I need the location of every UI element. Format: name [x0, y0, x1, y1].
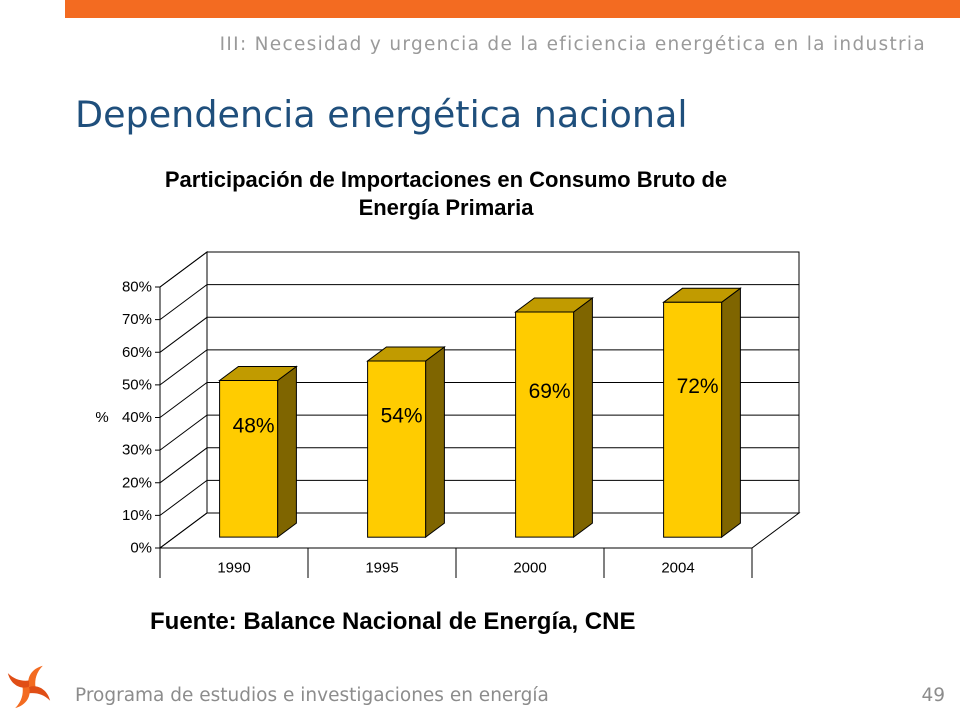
gridline [159, 512, 799, 549]
bar [663, 301, 723, 538]
y-tick-label: 50% [122, 376, 152, 393]
gridline [159, 349, 799, 386]
x-tick-label: 1995 [365, 560, 398, 577]
y-tick-label: 30% [122, 442, 152, 459]
gridline [159, 284, 799, 321]
bar-1990: 48% [218, 365, 298, 539]
data-label: 72% [677, 375, 719, 398]
bar-side-face [721, 287, 741, 539]
gridline [159, 414, 799, 451]
y-axis-title: % [95, 409, 108, 426]
x-axis: 1990 1995 2000 2004 [159, 547, 753, 578]
bar [515, 311, 575, 538]
top-accent-bar [65, 0, 960, 18]
x-tick-label: 2004 [661, 560, 694, 577]
section-header: III: Necesidad y urgencia de la eficienc… [219, 34, 926, 55]
page-number: 49 [921, 685, 945, 706]
y-tick-label: 0% [130, 540, 152, 557]
footer-program: Programa de estudios e investigaciones e… [75, 685, 549, 706]
gridline [159, 382, 799, 418]
y-tick-label: 70% [122, 311, 152, 328]
logo-blade [15, 686, 30, 709]
gridlines [159, 251, 799, 549]
data-label: 69% [529, 380, 571, 403]
bar-side-face [277, 365, 297, 539]
y-tick-label: 80% [122, 279, 152, 296]
logo-blade [29, 686, 51, 701]
bar-side-face [573, 297, 593, 539]
bars: 48% 54% 69% 72% [218, 287, 742, 539]
gridline [159, 479, 799, 516]
gridline [159, 447, 799, 484]
imports-bar-chart: 0% 10% 20% 30% 40% 50% 60% 70% 80%% 1990 1995 2000 2… [95, 251, 801, 578]
bar [367, 360, 427, 538]
x-tick-label: 2000 [513, 560, 546, 577]
source-note: Fuente: Balance Nacional de Energía, CNE [150, 608, 636, 635]
y-tick-label: 60% [122, 344, 152, 361]
gridline [159, 251, 799, 288]
bar-side-face [425, 346, 445, 539]
y-tick-label: 10% [122, 507, 152, 524]
y-tick-label: 40% [122, 409, 152, 426]
slide-title: Dependencia energética nacional [75, 93, 688, 136]
bar [219, 380, 279, 538]
gridline [159, 316, 799, 353]
logo-blade [28, 665, 43, 687]
logo-blade [7, 673, 29, 688]
swirl-logo-icon [7, 665, 51, 709]
y-tick-label: 20% [122, 474, 152, 491]
y-axis: 0% 10% 20% 30% 40% 50% 60% 70% 80%% [95, 279, 161, 557]
data-label: 48% [233, 414, 275, 437]
x-tick-label: 1990 [217, 560, 250, 577]
chart-title: Participación de Importaciones en Consum… [164, 167, 728, 220]
data-label: 54% [381, 405, 423, 428]
bar-1995: 54% [366, 346, 446, 539]
bar-2004: 72% [662, 287, 742, 539]
bar-2000: 69% [514, 297, 594, 539]
